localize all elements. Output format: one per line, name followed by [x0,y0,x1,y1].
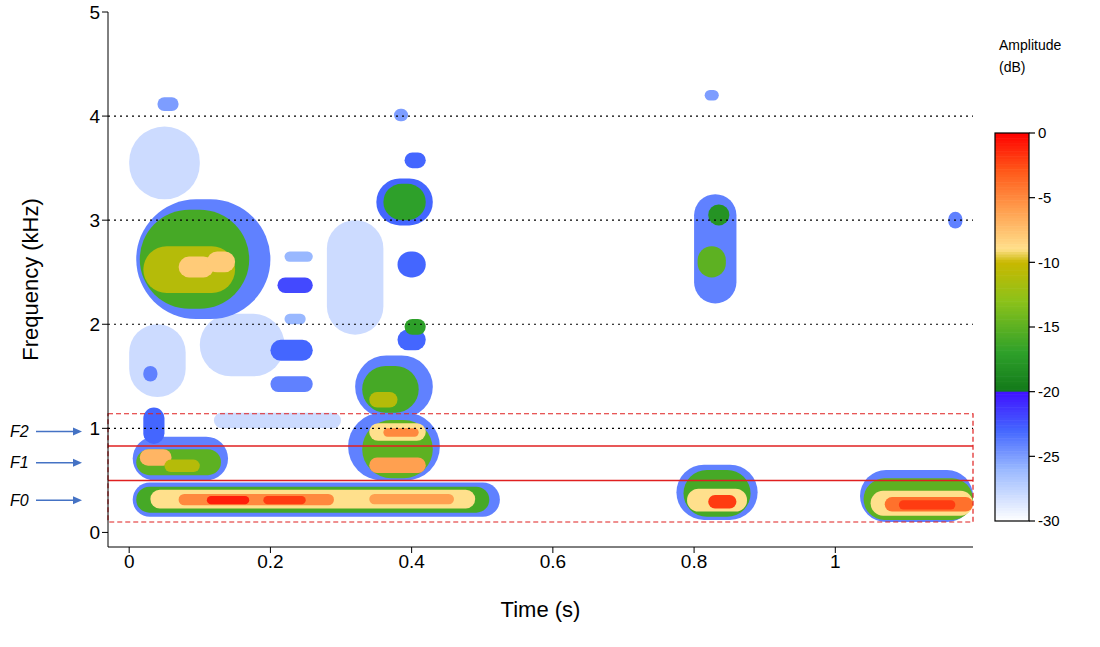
svg-text:0: 0 [124,551,135,572]
svg-text:-5: -5 [1038,189,1051,206]
svg-text:Time (s): Time (s) [501,597,581,622]
svg-text:F0: F0 [10,492,29,509]
svg-text:0: 0 [1038,124,1046,141]
svg-text:-25: -25 [1038,448,1060,465]
svg-text:5: 5 [89,2,100,23]
svg-text:0: 0 [89,522,100,543]
svg-text:F2: F2 [10,423,29,440]
svg-text:(dB): (dB) [999,59,1025,75]
svg-text:-15: -15 [1038,318,1060,335]
svg-text:4: 4 [89,106,100,127]
svg-text:Amplitude: Amplitude [999,37,1061,53]
svg-text:F1: F1 [10,454,29,471]
svg-text:1: 1 [830,551,841,572]
svg-text:0.6: 0.6 [540,551,566,572]
svg-text:2: 2 [89,314,100,335]
svg-text:-20: -20 [1038,383,1060,400]
svg-text:0.4: 0.4 [398,551,425,572]
svg-text:1: 1 [89,418,100,439]
svg-text:-10: -10 [1038,254,1060,271]
svg-text:3: 3 [89,210,100,231]
svg-text:Frequency (kHz): Frequency (kHz) [18,198,43,361]
svg-text:0.8: 0.8 [681,551,707,572]
svg-text:-30: -30 [1038,512,1060,529]
svg-text:0.2: 0.2 [257,551,283,572]
